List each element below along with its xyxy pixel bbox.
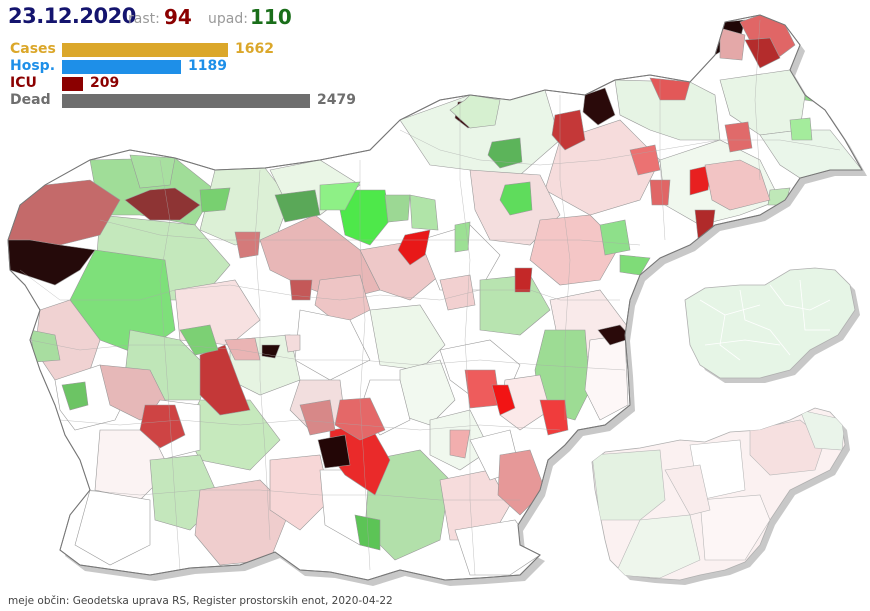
rast-label: rast:	[128, 11, 160, 27]
dead-bar	[62, 94, 310, 108]
inset-map-bottom	[591, 407, 850, 585]
upad-label: upad:	[208, 11, 248, 27]
icu-bar	[62, 77, 83, 91]
hosp-bar	[62, 60, 181, 74]
main-map	[7, 14, 867, 586]
cases-label: Cases	[10, 41, 56, 57]
source-footer: meje občin: Geodetska uprava RS, Registe…	[8, 595, 393, 607]
icu-label: ICU	[10, 75, 37, 91]
date-label: 23.12.2020	[8, 4, 136, 28]
upad-value: 110	[250, 5, 292, 29]
dead-value: 2479	[317, 92, 356, 108]
cases-bar	[62, 43, 228, 57]
cases-value: 1662	[235, 41, 274, 57]
hosp-value: 1189	[188, 58, 227, 74]
inset-map-top	[684, 267, 860, 383]
dead-label: Dead	[10, 92, 51, 108]
icu-value: 209	[90, 75, 120, 91]
rast-value: 94	[164, 5, 192, 29]
hosp-label: Hosp.	[10, 58, 56, 74]
